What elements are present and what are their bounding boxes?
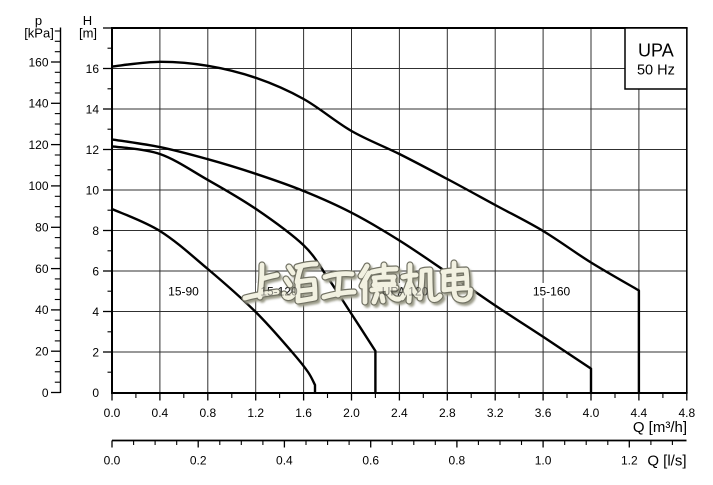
svg-text:15-90: 15-90 bbox=[168, 284, 199, 298]
svg-text:[kPa]: [kPa] bbox=[24, 26, 54, 41]
svg-text:0.4: 0.4 bbox=[152, 406, 169, 420]
svg-text:1.6: 1.6 bbox=[295, 406, 312, 420]
svg-text:140: 140 bbox=[28, 97, 48, 111]
svg-text:3.2: 3.2 bbox=[487, 406, 504, 420]
svg-text:1.0: 1.0 bbox=[535, 454, 552, 468]
svg-text:[m]: [m] bbox=[79, 26, 97, 41]
svg-text:80: 80 bbox=[35, 221, 49, 235]
svg-text:16: 16 bbox=[86, 62, 100, 76]
svg-text:6: 6 bbox=[92, 264, 99, 278]
svg-text:0: 0 bbox=[42, 386, 49, 400]
svg-text:H: H bbox=[83, 13, 92, 28]
svg-text:1.2: 1.2 bbox=[621, 454, 638, 468]
svg-text:14: 14 bbox=[86, 102, 100, 116]
svg-text:3.6: 3.6 bbox=[535, 406, 552, 420]
svg-text:0: 0 bbox=[92, 386, 99, 400]
svg-text:15-160: 15-160 bbox=[533, 284, 571, 298]
svg-text:0.6: 0.6 bbox=[362, 454, 379, 468]
svg-text:Q [m³/h]: Q [m³/h] bbox=[633, 419, 687, 436]
svg-text:0.8: 0.8 bbox=[449, 454, 466, 468]
svg-text:2: 2 bbox=[92, 345, 99, 359]
svg-text:0.2: 0.2 bbox=[190, 454, 207, 468]
svg-text:Q [l/s]: Q [l/s] bbox=[647, 453, 686, 470]
svg-text:15-120: 15-120 bbox=[260, 284, 298, 298]
svg-text:160: 160 bbox=[28, 55, 48, 69]
svg-text:0.0: 0.0 bbox=[104, 406, 121, 420]
svg-text:50 Hz: 50 Hz bbox=[637, 63, 675, 79]
svg-text:12: 12 bbox=[86, 143, 100, 157]
svg-text:4.8: 4.8 bbox=[678, 406, 695, 420]
svg-text:UPA 120: UPA 120 bbox=[382, 284, 429, 298]
svg-text:2.4: 2.4 bbox=[391, 406, 408, 420]
svg-text:2.8: 2.8 bbox=[439, 406, 456, 420]
svg-text:4: 4 bbox=[92, 305, 99, 319]
svg-text:40: 40 bbox=[35, 303, 49, 317]
svg-text:60: 60 bbox=[35, 262, 49, 276]
svg-text:10: 10 bbox=[86, 183, 100, 197]
svg-text:100: 100 bbox=[28, 179, 48, 193]
svg-text:120: 120 bbox=[28, 138, 48, 152]
svg-text:p: p bbox=[35, 13, 42, 28]
svg-text:4.0: 4.0 bbox=[583, 406, 600, 420]
svg-text:4.4: 4.4 bbox=[631, 406, 648, 420]
svg-text:0.8: 0.8 bbox=[199, 406, 216, 420]
svg-text:20: 20 bbox=[35, 345, 49, 359]
svg-text:1.2: 1.2 bbox=[247, 406, 264, 420]
svg-text:2.0: 2.0 bbox=[343, 406, 360, 420]
svg-text:0.0: 0.0 bbox=[104, 454, 121, 468]
svg-text:UPA: UPA bbox=[638, 41, 674, 61]
svg-text:8: 8 bbox=[92, 224, 99, 238]
svg-text:0.4: 0.4 bbox=[276, 454, 293, 468]
